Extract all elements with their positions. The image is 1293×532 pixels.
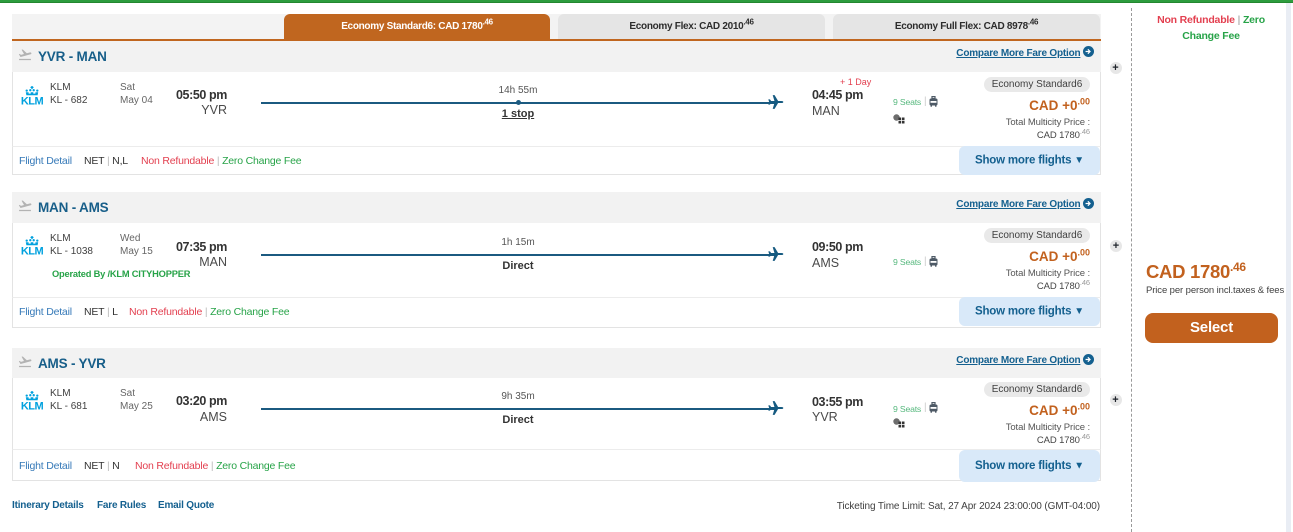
svg-text:KLM: KLM: [21, 401, 44, 412]
svg-text:KLM: KLM: [21, 246, 44, 257]
svg-text:KLM: KLM: [21, 95, 44, 106]
